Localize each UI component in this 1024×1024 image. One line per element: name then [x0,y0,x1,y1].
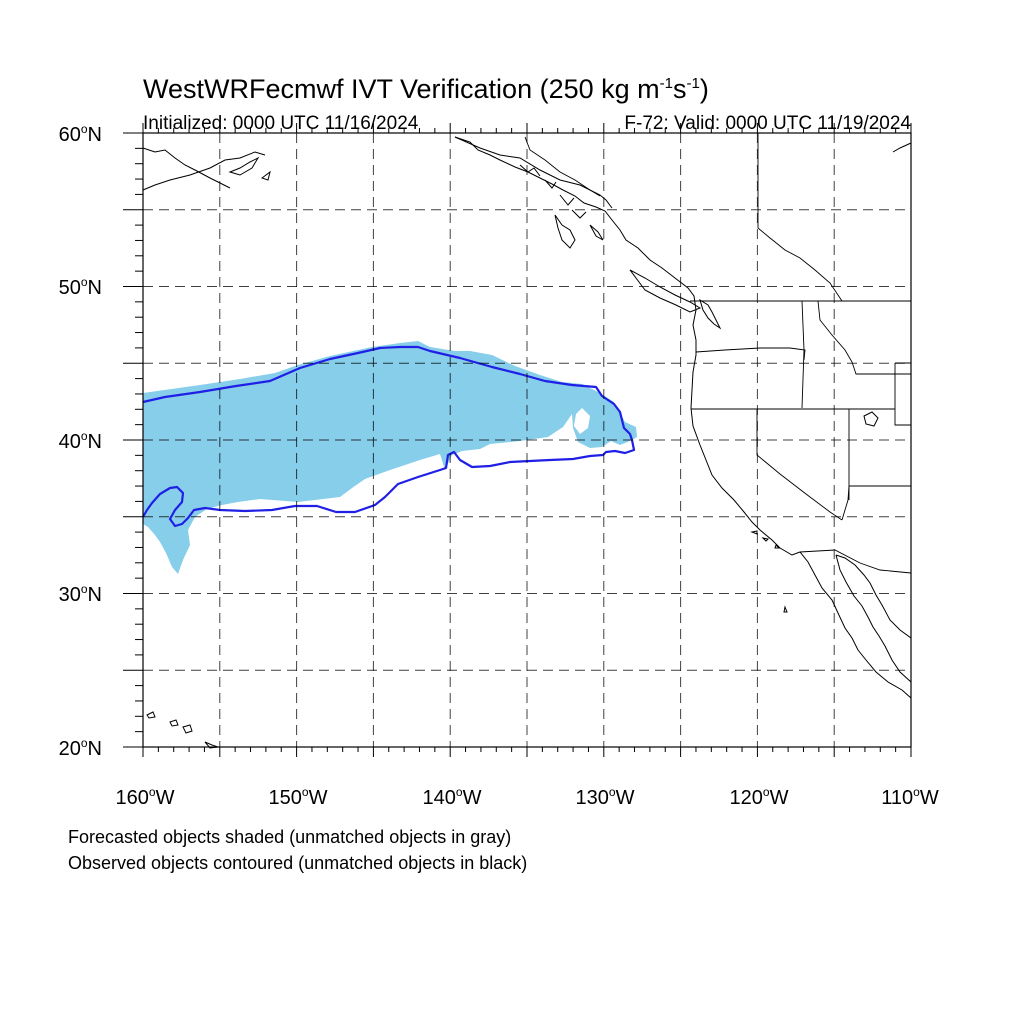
lat-label-60: 60oN [59,122,102,146]
lat-label-30: 30oN [59,582,102,606]
bc-alberta-border [757,227,843,302]
alaska-islands [519,164,604,249]
forecast-objects [143,341,637,574]
alaska-panhandle-outline [454,136,613,209]
legend-note-forecast: Forecasted objects shaded (unmatched obj… [68,827,511,847]
lon-label-110: 110oW [881,785,939,809]
arizona-west-border [841,485,850,521]
west-coast-outline [454,136,912,699]
map-gridlines [143,133,911,747]
alaska-peninsula-outline [142,147,266,191]
gulf-of-california-outline [835,554,912,639]
us-mexico-border [799,549,912,574]
forecast-ivt-object [143,341,637,574]
vancouver-island-outline [629,269,702,313]
map-title: WestWRFecmwf IVT Verification (250 kg m-… [143,74,709,104]
lat-label-50: 50oN [59,275,102,299]
baja-peninsula-outline [835,554,912,683]
hawaii-islands [146,711,219,749]
kodiak-islands [228,156,271,181]
map-ticks [123,123,912,757]
valid-label: F-72: Valid: 0000 UTC 11/19/2024 [624,113,911,134]
channel-islands [750,530,788,613]
initialized-label: Initialized: 0000 UTC 11/16/2024 [143,113,419,134]
legend-note-observed: Observed objects contoured (unmatched ob… [68,853,527,873]
idaho-west-border [801,300,805,409]
puget-sound-outline [699,298,722,330]
latitude-labels: 60oN 50oN 40oN 30oN 20oN [59,122,102,760]
lat-label-40: 40oN [59,429,102,453]
forecast-ivt-gap [574,408,590,434]
observed-ivt-contour [142,345,636,528]
map-panel [123,123,912,757]
nevada-california-border [756,409,843,521]
lat-label-20: 20oN [59,736,102,760]
great-salt-lake [863,411,879,427]
lon-label-150: 150oW [269,785,328,809]
alaska-coast-topright [892,142,912,153]
washington-oregon-border [695,347,806,361]
lon-label-140: 140oW [423,785,482,809]
coastlines [142,136,912,749]
observed-objects [142,345,636,528]
alaska-canada-border [524,136,601,197]
political-borders [524,133,912,574]
lon-label-130: 130oW [576,785,635,809]
longitude-labels: 160oW 150oW 140oW 130oW 120oW 110oW [116,785,939,809]
lon-label-120: 120oW [730,785,789,809]
idaho-montana-border [817,300,911,375]
lon-label-160: 160oW [116,785,175,809]
